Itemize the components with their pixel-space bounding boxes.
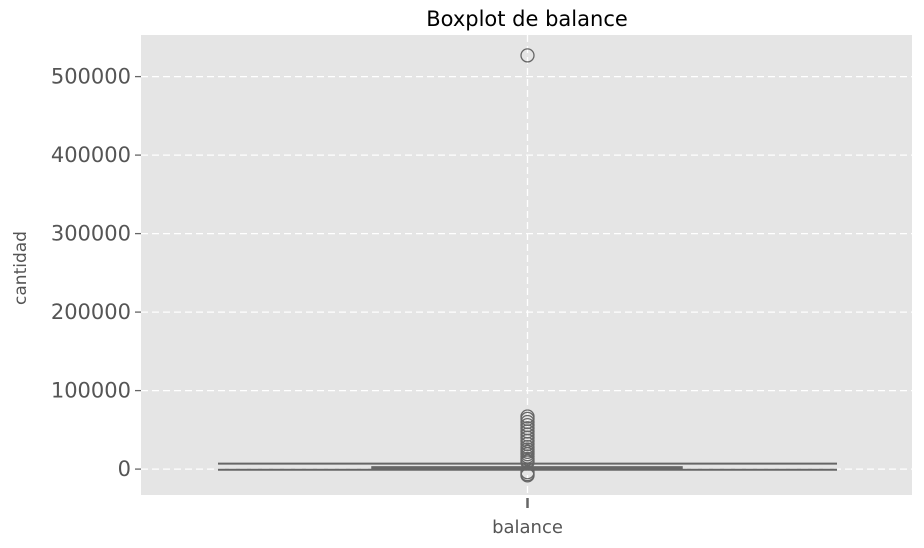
x-tick-label: balance xyxy=(492,517,563,538)
plot-background xyxy=(141,35,912,495)
y-axis-label: cantidad xyxy=(11,231,31,305)
outlier-point xyxy=(520,430,535,445)
axes-layer: 0 100000 200000 300000 400000 500000 balance xyxy=(51,65,563,538)
y-tick-label: 300000 xyxy=(51,222,131,246)
marks-layer xyxy=(218,48,837,483)
chart-title: Boxplot de balance xyxy=(426,7,628,31)
y-tick-label: 500000 xyxy=(51,65,131,89)
outlier-point xyxy=(520,468,535,483)
y-tick-label: 100000 xyxy=(51,379,131,403)
y-tick-label: 200000 xyxy=(51,300,131,324)
outlier-point xyxy=(520,48,535,63)
y-tick-label: 400000 xyxy=(51,143,131,167)
y-tick-label: 0 xyxy=(118,457,131,481)
